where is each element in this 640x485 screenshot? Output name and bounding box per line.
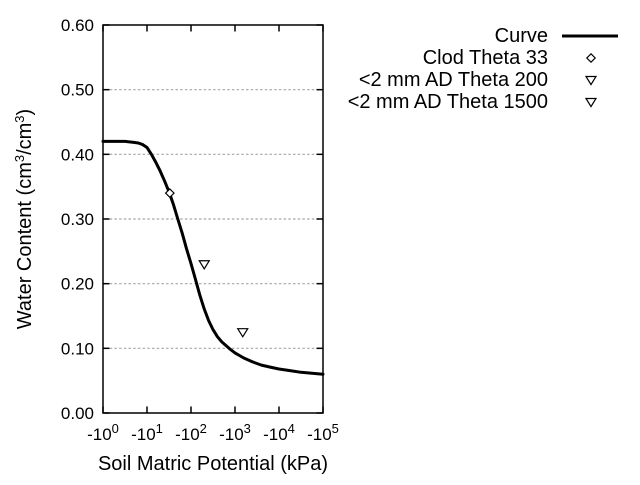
legend-label: Curve (495, 25, 548, 47)
y-tick-label: 0.10 (61, 339, 94, 358)
x-tick-label: -102 (175, 421, 207, 444)
triangle-down-marker-icon (198, 260, 211, 271)
y-tick-label: 0.50 (61, 81, 94, 100)
y-axis-title-exponent: 3 (12, 115, 27, 122)
x-tick-label: -104 (263, 421, 295, 444)
x-tick-exponent: 5 (332, 421, 339, 436)
x-tick-label: -100 (87, 421, 119, 444)
x-tick-base: -10 (175, 425, 200, 444)
x-tick-label: -105 (307, 421, 339, 444)
x-tick-exponent: 0 (112, 421, 119, 436)
x-tick-base: -10 (263, 425, 288, 444)
x-axis-title: Soil Matric Potential (kPa) (98, 453, 328, 475)
y-tick-label: 0.20 (61, 275, 94, 294)
y-axis-title-text: /cm (14, 123, 36, 155)
diamond-marker-icon (164, 188, 175, 199)
y-tick-label: 0.40 (61, 145, 94, 164)
y-tick-label: 0.30 (61, 210, 94, 229)
x-tick-exponent: 3 (244, 421, 251, 436)
x-tick-label: -101 (131, 421, 163, 444)
diamond-marker-icon (585, 52, 597, 64)
x-tick-label: -103 (219, 421, 251, 444)
x-tick-base: -10 (87, 425, 112, 444)
y-axis-title-exponent: 3 (12, 155, 27, 162)
y-axis-title-text: Water Content (cm (14, 162, 36, 329)
x-tick-exponent: 2 (200, 421, 207, 436)
x-tick-base: -10 (131, 425, 156, 444)
curve-line (101, 139, 325, 376)
legend-label: <2 mm AD Theta 200 (359, 69, 548, 91)
x-tick-exponent: 1 (156, 421, 163, 436)
triangle-down-marker-icon (584, 97, 598, 108)
x-tick-base: -10 (219, 425, 244, 444)
legend-label: Clod Theta 33 (423, 47, 548, 69)
y-axis-title-text: ) (14, 109, 36, 116)
triangle-down-marker-icon (236, 328, 249, 338)
legend-label: <2 mm AD Theta 1500 (348, 91, 548, 113)
triangle-down-marker-icon (584, 75, 598, 86)
x-tick-exponent: 4 (288, 421, 295, 436)
x-tick-base: -10 (307, 425, 332, 444)
y-tick-label: 0.00 (61, 404, 94, 423)
y-tick-label: 0.60 (61, 16, 94, 35)
y-axis-title: Water Content (cm3/cm3) (12, 109, 36, 329)
